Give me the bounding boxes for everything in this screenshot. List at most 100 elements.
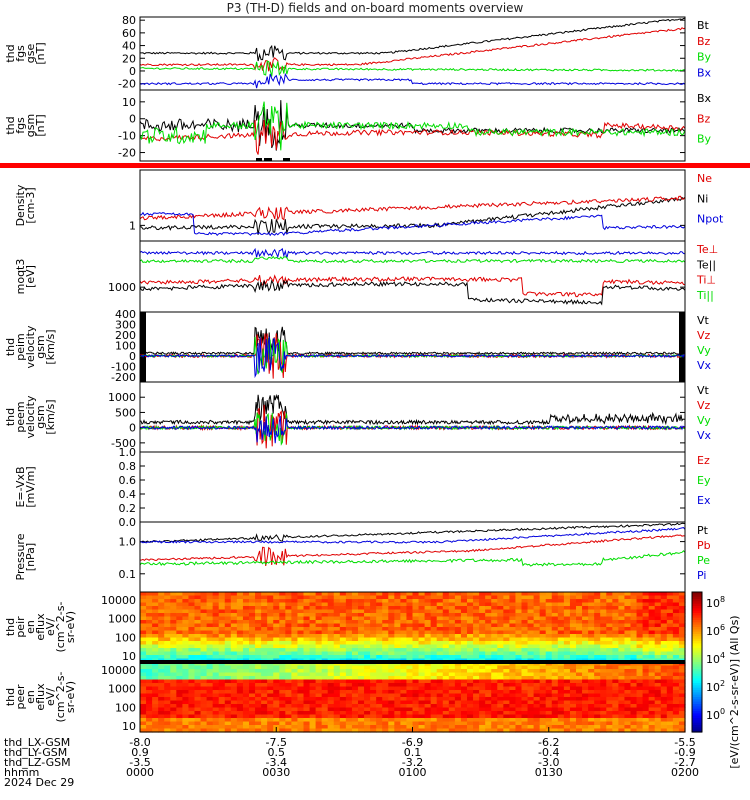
spectro-cell — [182, 651, 190, 656]
spectro-cell — [557, 700, 565, 705]
spectro-cell — [358, 686, 365, 691]
spectro-cell — [370, 648, 377, 653]
spectro-cell — [515, 651, 523, 656]
spectro-cell — [491, 599, 498, 604]
spectro-cell — [473, 700, 480, 705]
spectro-cell — [267, 707, 274, 712]
spectro-cell — [460, 707, 468, 712]
spectro-cell — [515, 665, 523, 670]
spectro-cell — [394, 728, 401, 733]
spectro-cell — [291, 700, 299, 705]
spectro-cell — [594, 711, 601, 716]
spectro-cell — [188, 718, 196, 723]
spectro-cell — [582, 620, 589, 625]
spectro-cell — [594, 599, 601, 604]
spectro-cell — [618, 627, 626, 632]
spectro-cell — [503, 644, 510, 649]
spectro-cell — [236, 725, 244, 730]
spectro-cell — [606, 662, 613, 667]
spectro-cell — [630, 679, 638, 684]
spectro-cell — [158, 641, 165, 646]
spectro-cell — [182, 623, 190, 628]
spectro-cell — [333, 728, 341, 733]
spectro-cell — [236, 697, 244, 702]
spectro-cell — [303, 700, 311, 705]
spectro-cell — [140, 634, 147, 639]
spectro-cell — [291, 711, 299, 716]
spectro-cell — [285, 686, 292, 691]
spectro-cell — [612, 672, 619, 677]
spectro-cell — [545, 627, 553, 632]
panel-2-frame — [139, 89, 686, 162]
spectro-cell — [576, 665, 583, 670]
spectro-cell — [563, 665, 571, 670]
spectro-cell — [648, 606, 656, 611]
panel-7-ytick: 0.6 — [119, 474, 137, 487]
spectro-cell — [527, 669, 535, 674]
spectro-cell — [146, 655, 153, 660]
spectro-cell — [370, 672, 377, 677]
spectro-cell — [521, 616, 529, 621]
spectro-cell — [479, 718, 486, 723]
spectro-cell — [152, 707, 159, 712]
spectro-cell — [164, 641, 171, 646]
spectro-cell — [327, 711, 335, 716]
spectro-cell — [370, 641, 377, 646]
spectro-cell — [370, 606, 377, 611]
spectro-cell — [569, 634, 577, 639]
spectro-cell — [388, 697, 395, 702]
spectro-cell — [503, 728, 510, 733]
spectro-cell — [467, 627, 474, 632]
spectro-cell — [297, 697, 305, 702]
spectro-cell — [648, 651, 656, 656]
spectro-cell — [242, 637, 250, 642]
spectro-cell — [630, 651, 638, 656]
spectro-cell — [630, 665, 638, 670]
spectro-cell — [424, 711, 432, 716]
spectro-cell — [273, 627, 280, 632]
spectro-cell — [600, 679, 607, 684]
spectro-cell — [394, 616, 401, 621]
spectro-cell — [436, 616, 444, 621]
spectro-cell — [454, 637, 462, 642]
spectro-cell — [642, 704, 650, 709]
spectro-cell — [394, 676, 401, 681]
spectro-cell — [424, 627, 432, 632]
spectro-cell — [551, 648, 559, 653]
spectro-cell — [454, 623, 462, 628]
spectro-cell — [152, 627, 159, 632]
spectro-cell — [206, 634, 214, 639]
spectro-cell — [600, 672, 607, 677]
spectro-cell — [206, 672, 214, 677]
spectro-cell — [666, 651, 674, 656]
spectro-cell — [236, 630, 244, 635]
spectro-cell — [291, 592, 299, 597]
spectro-cell — [467, 683, 474, 688]
spectro-cell — [291, 627, 299, 632]
spectro-cell — [576, 655, 583, 660]
spectro-cell — [503, 609, 510, 614]
spectro-cell — [436, 721, 444, 726]
spectro-cell — [400, 711, 408, 716]
spectro-cell — [430, 644, 438, 649]
xaxis-tick-hhmm: 0030 — [262, 766, 290, 779]
spectro-cell — [206, 627, 214, 632]
spectro-cell — [448, 690, 456, 695]
spectro-cell — [152, 602, 159, 607]
spectro-cell — [521, 637, 529, 642]
spectro-cell — [333, 679, 341, 684]
spectro-cell — [678, 693, 686, 698]
spectro-cell — [563, 672, 571, 677]
spectro-cell — [230, 595, 238, 600]
spectro-cell — [212, 641, 220, 646]
spectro-cell — [279, 644, 286, 649]
spectro-cell — [152, 595, 159, 600]
spectro-cell — [382, 655, 389, 660]
spectro-cell — [654, 721, 662, 726]
spectro-cell — [479, 697, 486, 702]
spectro-cell — [424, 676, 432, 681]
spectro-cell — [388, 644, 395, 649]
spectro-cell — [454, 700, 462, 705]
spectro-cell — [442, 606, 450, 611]
panel-10-ylabel: thd — [4, 688, 17, 706]
